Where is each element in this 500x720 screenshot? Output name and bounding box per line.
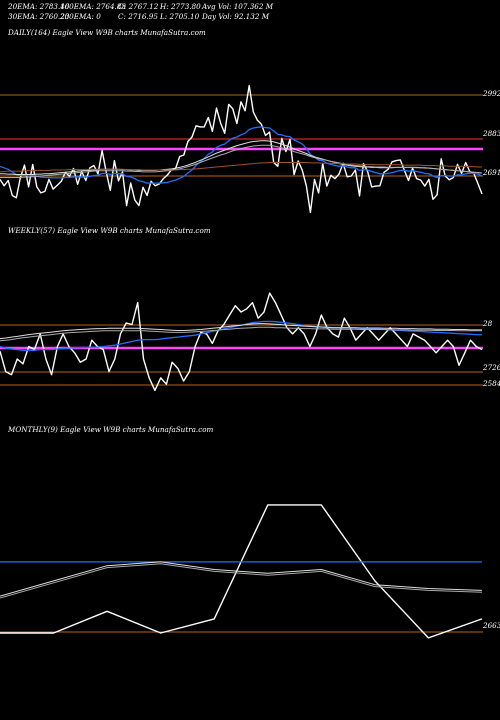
monthly-panel-label: MONTHLY(9) Eagle View W9B charts MunafaS…	[8, 425, 214, 434]
weekly-ema-white-1-line	[0, 323, 482, 340]
dayvol-readout: Day Vol: 92.132 M	[202, 12, 270, 21]
ema200-readout: 200EMA: 0	[60, 12, 101, 21]
weekly-tick-mid: 2726	[482, 363, 500, 372]
weekly-tick-high: 28	[482, 319, 493, 328]
ema30-readout: 30EMA: 2760.23	[8, 12, 70, 21]
ema20-readout: 20EMA: 2783.46	[8, 2, 70, 11]
high-readout: H: 2773.80	[160, 2, 201, 11]
daily-tick-mid: 2883	[482, 129, 500, 138]
avgvol-readout: Avg Vol: 107.362 M	[202, 2, 274, 11]
daily-panel-label: DAILY(164) Eagle View W9B charts MunafaS…	[8, 28, 206, 37]
indicator-header: 20EMA: 2783.46 100EMA: 2764.83 O: 2767.1…	[0, 0, 500, 22]
monthly-ema-white-2-line	[0, 563, 483, 599]
daily-price-line	[0, 84, 483, 214]
close-readout: C: 2716.95	[118, 12, 158, 21]
daily-tick-high: 2992	[482, 89, 500, 98]
daily-ema-white-2-line	[0, 144, 483, 178]
ema100-readout: 100EMA: 2764.83	[60, 2, 126, 11]
weekly-panel-label: WEEKLY(57) Eagle View W9B charts MunafaS…	[8, 226, 211, 235]
monthly-tick-low: 2663	[482, 621, 500, 630]
daily-ema-blue-line	[0, 126, 483, 184]
daily-ema-brown-line	[0, 162, 482, 173]
monthly-ema-white-1-line	[0, 561, 483, 597]
low-readout: L: 2705.10	[160, 12, 200, 21]
open-readout: O: 2767.12	[118, 2, 159, 11]
weekly-tick-low: 2584	[482, 379, 500, 388]
weekly-ema-white-2-line	[0, 326, 482, 342]
series-layer	[0, 84, 483, 639]
weekly-price-line	[0, 292, 483, 392]
daily-tick-low: 2691	[482, 168, 500, 177]
weekly-ema-blue-line	[0, 320, 483, 351]
